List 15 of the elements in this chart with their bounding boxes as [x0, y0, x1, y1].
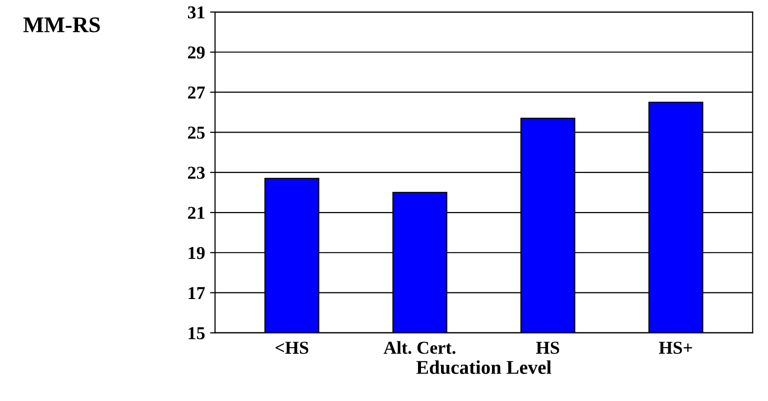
y-tick-label: 15: [188, 327, 205, 340]
x-axis-title: Education Level: [416, 360, 552, 374]
y-tick-label: 29: [188, 46, 205, 59]
x-tick-label: HS+: [658, 342, 692, 354]
y-tick-label: 31: [188, 6, 204, 18]
y-axis-title: MM-RS: [23, 17, 100, 32]
y-tick-label: 21: [188, 206, 204, 219]
x-tick-label: <HS: [276, 342, 308, 354]
y-tick-label: 23: [188, 166, 205, 179]
y-tick-label: 27: [188, 86, 205, 98]
x-tick-label: Alt. Cert.: [384, 341, 456, 354]
x-tick-label: HS: [536, 342, 560, 354]
y-tick-label: 17: [188, 287, 205, 299]
y-tick-label: 25: [188, 126, 205, 139]
y-tick-label: 19: [188, 246, 205, 260]
